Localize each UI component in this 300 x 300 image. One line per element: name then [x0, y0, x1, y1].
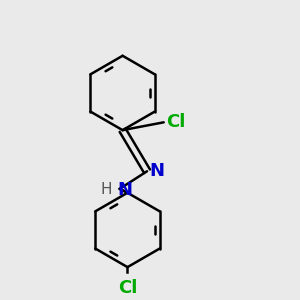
Text: Cl: Cl: [118, 279, 137, 297]
Text: N: N: [118, 181, 133, 199]
Text: N: N: [149, 162, 164, 180]
Text: Cl: Cl: [166, 113, 185, 131]
Text: H: H: [100, 182, 112, 197]
